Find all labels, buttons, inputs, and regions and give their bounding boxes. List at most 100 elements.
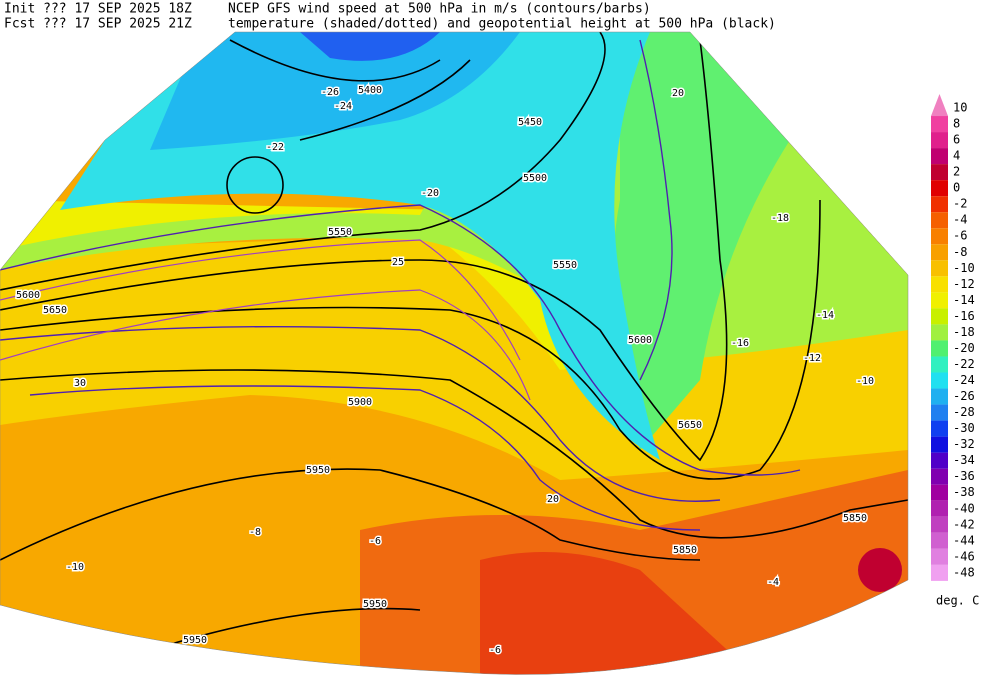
colorbar-swatch xyxy=(931,244,948,261)
shading xyxy=(480,552,760,675)
colorbar-label: -20 xyxy=(953,341,975,355)
shading xyxy=(150,32,520,150)
colorbar-label: -48 xyxy=(953,565,975,579)
colorbar-label: -14 xyxy=(953,293,975,307)
colorbar-swatch xyxy=(931,292,948,309)
colorbar-label: -30 xyxy=(953,421,975,435)
contour-label: 5850 xyxy=(673,545,697,556)
contour-label: 5600 xyxy=(628,335,652,346)
shading xyxy=(300,32,440,61)
contour-label: 5850 xyxy=(843,513,867,524)
contour-label: 5400 xyxy=(358,85,382,96)
contour-label: -10 xyxy=(856,376,874,387)
colorbar-label: -28 xyxy=(953,405,975,419)
title-line: temperature (shaded/dotted) and geopoten… xyxy=(228,17,776,32)
colorbar-label: 8 xyxy=(953,117,960,131)
colorbar-label: -46 xyxy=(953,549,975,563)
contour-label: -6 xyxy=(369,536,381,547)
map-area xyxy=(0,32,908,675)
colorbar-label: -36 xyxy=(953,469,975,483)
colorbar-swatch xyxy=(931,196,948,213)
contour-label: -6 xyxy=(489,645,501,656)
colorbar-label: -8 xyxy=(953,245,967,259)
contour-label: 5600 xyxy=(16,290,40,301)
map-border xyxy=(0,31,909,675)
colorbar-label: -16 xyxy=(953,309,975,323)
colorbar-swatch xyxy=(931,548,948,565)
colorbar-swatch xyxy=(931,356,948,373)
colorbar-swatch xyxy=(931,180,948,197)
colorbar-label: -44 xyxy=(953,533,975,547)
contour-label: 20 xyxy=(672,88,684,99)
colorbar-label: -34 xyxy=(953,453,975,467)
colorbar-label: 2 xyxy=(953,165,960,179)
colorbar-swatch xyxy=(931,564,948,581)
contour-label: -16 xyxy=(731,338,749,349)
contour-label: 5550 xyxy=(328,227,352,238)
colorbar-swatch xyxy=(931,516,948,533)
colorbar-label: -42 xyxy=(953,517,975,531)
colorbar-swatch xyxy=(931,132,948,149)
title-line: NCEP GFS wind speed at 500 hPa in m/s (c… xyxy=(228,2,651,17)
contour-label: 25 xyxy=(392,257,404,268)
contour-label: 30 xyxy=(74,378,86,389)
contour-label: -24 xyxy=(334,101,352,112)
colorbar-label: -38 xyxy=(953,485,975,499)
contour-label: -26 xyxy=(321,87,339,98)
colorbar-label: -2 xyxy=(953,197,967,211)
colorbar-swatch xyxy=(931,276,948,293)
colorbar: 10 8 6 4 2 0 -2 -4 -6 -8 -10 -12 -14 -16 -18 -20 -22 -24 -… xyxy=(931,94,979,608)
colorbar-label: -40 xyxy=(953,501,975,515)
colorbar-swatch xyxy=(931,340,948,357)
contour-label: 20 xyxy=(547,494,559,505)
wind-contours xyxy=(0,239,531,401)
contour-label: 5650 xyxy=(678,420,702,431)
contour-label: -14 xyxy=(816,310,834,321)
shading xyxy=(613,32,790,450)
colorbar-label: -32 xyxy=(953,437,975,451)
colorbar-label: -24 xyxy=(953,373,975,387)
colorbar-swatch xyxy=(931,404,948,421)
init-time: Init ??? 17 SEP 2025 18Z xyxy=(4,2,192,17)
map-labels: 5400545055005550555056005650560056505900… xyxy=(14,84,875,658)
contour-label: 5500 xyxy=(523,173,547,184)
colorbar-swatch xyxy=(931,212,948,229)
contour-label: 5650 xyxy=(43,305,67,316)
colorbar-swatch xyxy=(931,500,948,517)
colorbar-swatch xyxy=(931,228,948,245)
colorbar-unit: deg. C xyxy=(936,594,979,608)
colorbar-label: 4 xyxy=(953,149,960,163)
colorbar-label: 6 xyxy=(953,133,960,147)
colorbar-swatch xyxy=(931,468,948,485)
contour-label: -12 xyxy=(803,353,821,364)
colorbar-swatch xyxy=(931,388,948,405)
colorbar-swatch xyxy=(931,420,948,437)
colorbar-swatch xyxy=(931,164,948,181)
contour-label: 5450 xyxy=(518,117,542,128)
contour-label: 5550 xyxy=(553,260,577,271)
colorbar-label: -12 xyxy=(953,277,975,291)
colorbar-label: -6 xyxy=(953,229,967,243)
colorbar-swatch xyxy=(931,436,948,453)
colorbar-label: -4 xyxy=(953,213,967,227)
colorbar-swatch xyxy=(931,116,948,133)
colorbar-label: 0 xyxy=(953,181,960,195)
colorbar-swatch xyxy=(931,324,948,341)
colorbar-swatch xyxy=(931,260,948,277)
wind-contours xyxy=(0,39,801,531)
colorbar-swatch xyxy=(931,484,948,501)
contour-label: -10 xyxy=(66,562,84,573)
colorbar-label: -26 xyxy=(953,389,975,403)
colorbar-label: -18 xyxy=(953,325,975,339)
colorbar-label: -22 xyxy=(953,357,975,371)
contour-label: 5950 xyxy=(363,599,387,610)
contour-label: 5900 xyxy=(348,397,372,408)
contour-label: 5950 xyxy=(306,465,330,476)
contour-label: -18 xyxy=(771,213,789,224)
colorbar-swatch xyxy=(931,532,948,549)
colorbar-swatch xyxy=(931,94,948,116)
contour-label: -22 xyxy=(266,142,284,153)
colorbar-swatch xyxy=(931,148,948,165)
colorbar-label: 10 xyxy=(953,101,967,115)
